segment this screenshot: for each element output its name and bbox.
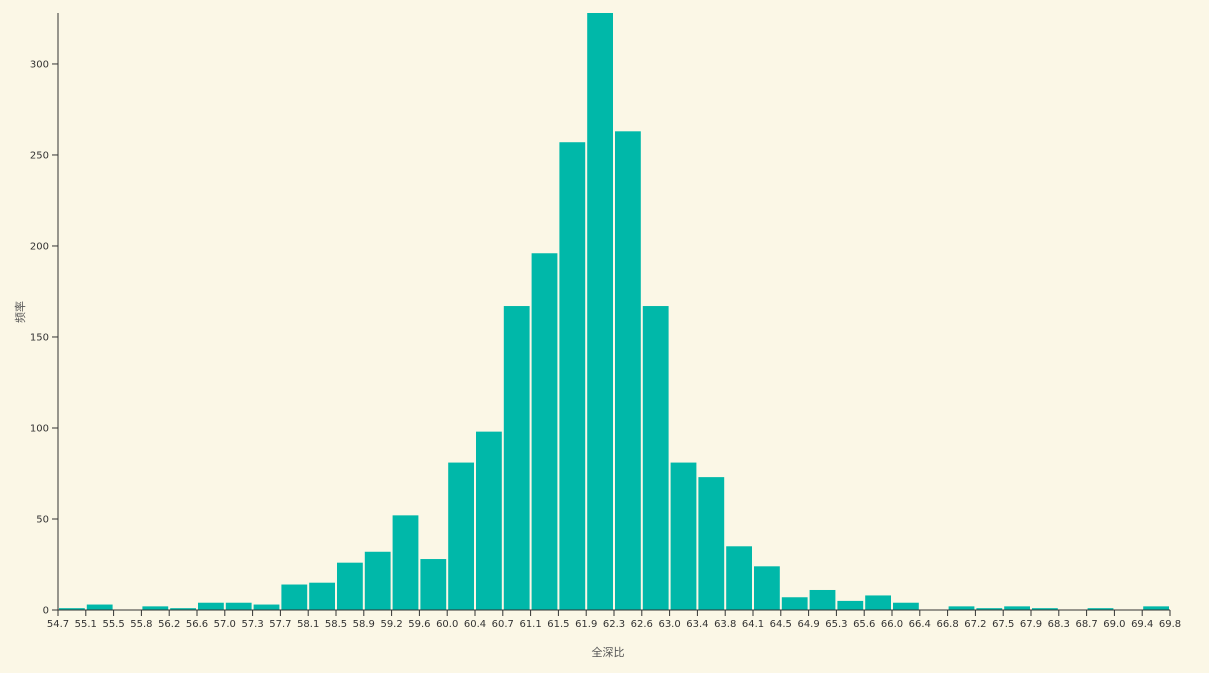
x-tick-label: 55.5 — [102, 619, 124, 630]
histogram-bar — [503, 306, 530, 610]
histogram-bar — [948, 606, 975, 610]
x-tick-label: 62.3 — [603, 619, 625, 630]
histogram-bar — [309, 582, 335, 610]
x-tick-label: 67.5 — [992, 619, 1014, 630]
x-tick-label: 64.9 — [797, 619, 819, 630]
x-tick-label: 69.8 — [1159, 619, 1181, 630]
y-axis-title: 频率 — [13, 301, 27, 323]
x-tick-label: 54.7 — [47, 619, 69, 630]
x-axis-title: 全深比 — [592, 645, 625, 659]
x-tick-label: 58.9 — [353, 619, 375, 630]
histogram-bar — [59, 608, 85, 610]
histogram-bar — [615, 131, 641, 610]
y-tick-label: 50 — [36, 514, 49, 525]
y-tick-label: 300 — [30, 59, 49, 70]
x-tick-label: 55.8 — [130, 619, 152, 630]
x-axis: 54.7 55.1 55.5 55.8 56.2 56.6 57.0 57.3 57.7 58.1… — [47, 609, 1181, 630]
x-tick-label: 61.9 — [575, 619, 597, 630]
x-tick-label: 63.8 — [714, 619, 736, 630]
y-tick-label: 250 — [30, 150, 49, 161]
histogram-bar — [170, 608, 196, 610]
x-tick-label: 60.0 — [436, 619, 458, 630]
histogram-bar — [754, 566, 780, 610]
histogram-bar — [559, 142, 586, 611]
histogram-bar — [448, 462, 474, 610]
x-tick-label: 65.3 — [825, 619, 847, 630]
x-tick-label: 65.6 — [853, 619, 875, 630]
histogram-bar — [225, 602, 252, 610]
histogram-bar — [1004, 606, 1030, 610]
histogram-bar — [281, 584, 308, 610]
y-tick-label: 200 — [30, 241, 49, 252]
histogram-bar — [642, 306, 669, 610]
x-tick-label: 66.0 — [881, 619, 903, 630]
histogram-bar — [337, 562, 363, 610]
x-tick-label: 68.7 — [1075, 619, 1097, 630]
x-tick-label: 55.1 — [75, 619, 97, 630]
x-tick-label: 67.9 — [1020, 619, 1042, 630]
histogram-bar — [976, 608, 1003, 610]
histogram-bar — [476, 431, 502, 610]
x-tick-label: 60.7 — [492, 619, 514, 630]
x-tick-label: 67.2 — [964, 619, 986, 630]
x-tick-label: 57.7 — [269, 619, 291, 630]
x-tick-label: 57.3 — [241, 619, 263, 630]
bars-group — [59, 13, 1169, 611]
histogram-bar — [698, 477, 725, 610]
x-tick-label: 64.1 — [742, 619, 764, 630]
histogram-bar — [392, 515, 419, 610]
histogram-bar — [1143, 606, 1169, 610]
histogram-bar — [781, 597, 808, 610]
histogram-bar — [865, 595, 891, 610]
histogram-bar — [726, 546, 752, 610]
x-tick-label: 56.6 — [186, 619, 208, 630]
histogram-bar — [86, 604, 113, 610]
x-tick-label: 57.0 — [214, 619, 236, 630]
x-tick-label: 63.0 — [658, 619, 680, 630]
histogram-bar — [364, 551, 391, 610]
histogram-bar — [837, 600, 864, 610]
histogram-bar — [670, 462, 697, 610]
x-tick-label: 69.0 — [1103, 619, 1125, 630]
x-tick-label: 63.4 — [686, 619, 708, 630]
x-tick-label: 60.4 — [464, 619, 486, 630]
x-tick-label: 62.6 — [631, 619, 653, 630]
x-tick-label: 69.4 — [1131, 619, 1153, 630]
x-tick-label: 68.3 — [1048, 619, 1070, 630]
histogram-bar — [253, 604, 280, 610]
x-tick-label: 58.1 — [297, 619, 319, 630]
histogram-bar — [142, 606, 169, 610]
x-tick-label: 61.1 — [519, 619, 541, 630]
x-tick-label: 59.6 — [408, 619, 430, 630]
x-tick-label: 56.2 — [158, 619, 180, 630]
histogram-bar — [1087, 608, 1114, 610]
x-tick-label: 66.8 — [936, 619, 958, 630]
y-tick-label: 100 — [30, 423, 49, 434]
x-tick-label: 61.5 — [547, 619, 569, 630]
y-tick-label: 150 — [30, 332, 49, 343]
histogram-bar — [420, 559, 447, 610]
histogram-bar — [198, 602, 224, 610]
histogram-bar — [531, 253, 558, 610]
x-tick-label: 64.5 — [770, 619, 792, 630]
histogram-bar — [893, 602, 919, 610]
histogram-bar — [1032, 608, 1058, 610]
x-tick-label: 59.2 — [380, 619, 402, 630]
x-tick-label: 58.5 — [325, 619, 347, 630]
histogram-bar — [809, 589, 836, 610]
x-tick-label: 66.4 — [909, 619, 931, 630]
histogram-bar — [587, 13, 613, 610]
y-axis: 0 50 100 150 200 250 300 — [30, 13, 59, 617]
y-tick-label: 0 — [43, 606, 49, 617]
